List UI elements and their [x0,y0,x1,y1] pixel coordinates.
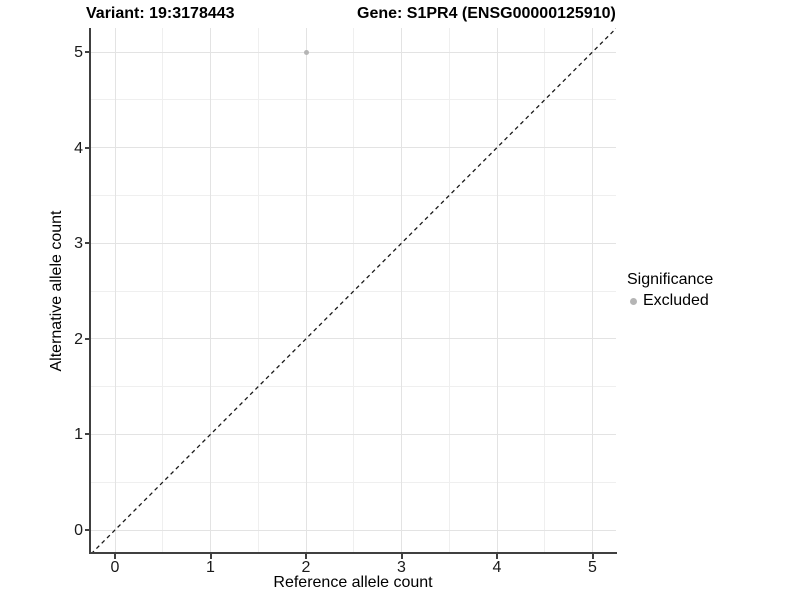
y-tick-mark [85,51,90,53]
identity-line [91,28,616,554]
legend-item-label: Excluded [643,292,709,309]
gridline-major-y [91,51,616,53]
y-tick-label: 0 [74,522,83,539]
x-axis-title: Reference allele count [273,574,433,591]
gridline-major-y [91,242,616,244]
y-tick-label: 1 [74,426,83,444]
y-axis-title: Alternative allele count [48,210,65,372]
gridline-major-x [496,28,498,554]
x-tick-label: 3 [397,559,406,576]
x-tick-label: 4 [492,559,502,576]
gridline-minor-y [91,386,616,388]
excluded-point-marker-icon [630,297,637,305]
gridline-minor-y [91,194,616,196]
x-tick-label: 1 [206,559,215,576]
x-tick-mark [400,554,403,559]
identity-line-svg [91,28,616,554]
plot-title-variant: Variant: 19:3178443 [86,5,235,22]
y-tick-label: 3 [74,235,83,253]
x-tick-mark [496,554,498,559]
x-tick-mark [114,554,116,559]
x-axis-line [89,552,617,554]
y-axis-line [89,28,91,554]
plot-title-gene: Gene: S1PR4 (ENSG00000125910) [357,5,616,22]
legend-item-excluded: Excluded [627,292,713,310]
x-tick-mark [305,554,307,559]
y-tick-mark [85,337,90,340]
x-tick-mark [591,554,594,559]
y-tick-mark [85,146,90,149]
gridline-minor-y [91,99,616,101]
gridline-major-y [91,529,616,531]
legend-title: Significance [627,271,714,288]
gridline-major-x [401,28,402,554]
y-tick-label: 2 [74,330,83,348]
plot-panel [91,28,616,554]
y-tick-mark [85,242,90,245]
gridline-major-y [91,433,616,435]
y-tick-mark [85,529,90,531]
data-point-excluded [303,49,309,55]
gridline-major-x [305,28,307,554]
y-tick-mark [85,433,90,436]
x-tick-label: 2 [301,559,311,576]
y-tick-label: 5 [74,44,83,61]
gridline-major-x [114,28,116,554]
x-tick-label: 5 [588,559,597,576]
gridline-major-x [210,28,211,554]
x-tick-label: 0 [110,559,120,576]
x-tick-mark [209,554,212,559]
gridline-major-x [592,28,593,554]
gridline-major-y [91,147,616,149]
y-tick-label: 4 [74,139,83,157]
gridline-major-y [91,338,616,340]
gridline-minor-y [91,481,616,483]
legend: Significance Excluded [627,270,713,310]
